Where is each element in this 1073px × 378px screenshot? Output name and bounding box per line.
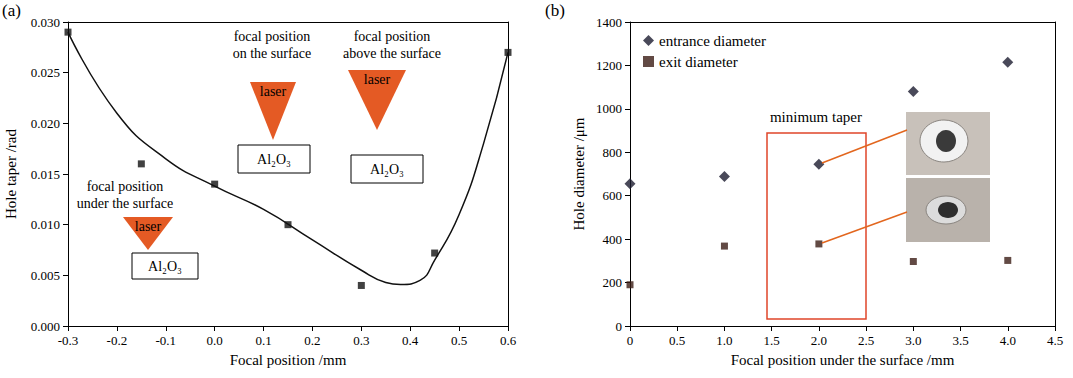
svg-text:0.025: 0.025 [31,65,60,80]
svg-text:focal position: focal position [354,29,431,44]
svg-text:Al₂O₃: Al₂O₃ [370,162,404,177]
svg-text:0.030: 0.030 [31,15,60,30]
svg-text:0.0: 0.0 [207,333,223,348]
svg-text:2.5: 2.5 [858,333,874,348]
svg-text:-0.1: -0.1 [155,333,176,348]
svg-text:laser: laser [364,72,391,87]
svg-text:3.5: 3.5 [952,333,968,348]
svg-text:0.005: 0.005 [31,268,60,283]
svg-text:above the surface: above the surface [343,46,441,61]
svg-text:exit diameter: exit diameter [659,54,738,70]
svg-text:4.0: 4.0 [1000,333,1016,348]
svg-text:Hole taper /rad: Hole taper /rad [3,129,19,219]
svg-text:0.4: 0.4 [402,333,419,348]
svg-text:entrance diameter: entrance diameter [659,33,766,49]
svg-text:0.1: 0.1 [255,333,271,348]
svg-text:0: 0 [627,333,634,348]
svg-text:0.5: 0.5 [669,333,685,348]
svg-text:1000: 1000 [596,101,622,116]
svg-text:Focal position /mm: Focal position /mm [230,352,347,368]
svg-text:Hole diameter /μm: Hole diameter /μm [571,117,587,230]
svg-text:on the surface: on the surface [233,46,312,61]
svg-text:laser: laser [135,219,162,234]
svg-text:(b): (b) [545,1,565,20]
svg-text:focal position: focal position [234,29,311,44]
svg-text:3.0: 3.0 [905,333,921,348]
svg-text:(a): (a) [2,1,21,20]
svg-text:600: 600 [603,188,623,203]
svg-text:0.020: 0.020 [31,116,60,131]
svg-text:2.0: 2.0 [811,333,827,348]
svg-text:-0.2: -0.2 [107,333,128,348]
svg-text:4.5: 4.5 [1047,333,1063,348]
svg-text:200: 200 [603,275,623,290]
svg-text:1.5: 1.5 [764,333,780,348]
svg-text:0.000: 0.000 [31,319,60,334]
svg-text:800: 800 [603,145,623,160]
svg-text:under the surface: under the surface [77,196,173,211]
svg-text:Al₂O₃: Al₂O₃ [257,152,291,167]
svg-text:0.2: 0.2 [304,333,320,348]
svg-text:0: 0 [616,319,623,334]
svg-text:laser: laser [260,84,287,99]
svg-text:-0.3: -0.3 [58,333,79,348]
svg-text:0.5: 0.5 [451,333,467,348]
svg-text:minimum taper: minimum taper [770,109,862,125]
svg-text:0.6: 0.6 [500,333,517,348]
svg-text:1400: 1400 [596,15,622,30]
svg-text:Focal position under the surfa: Focal position under the surface /mm [731,352,955,368]
svg-text:1.0: 1.0 [716,333,732,348]
svg-text:focal position: focal position [87,179,164,194]
svg-text:0.3: 0.3 [353,333,369,348]
svg-text:0.015: 0.015 [31,167,60,182]
svg-text:400: 400 [603,232,623,247]
svg-text:0.010: 0.010 [31,217,60,232]
svg-text:1200: 1200 [596,58,622,73]
svg-text:Al₂O₃: Al₂O₃ [148,259,182,274]
